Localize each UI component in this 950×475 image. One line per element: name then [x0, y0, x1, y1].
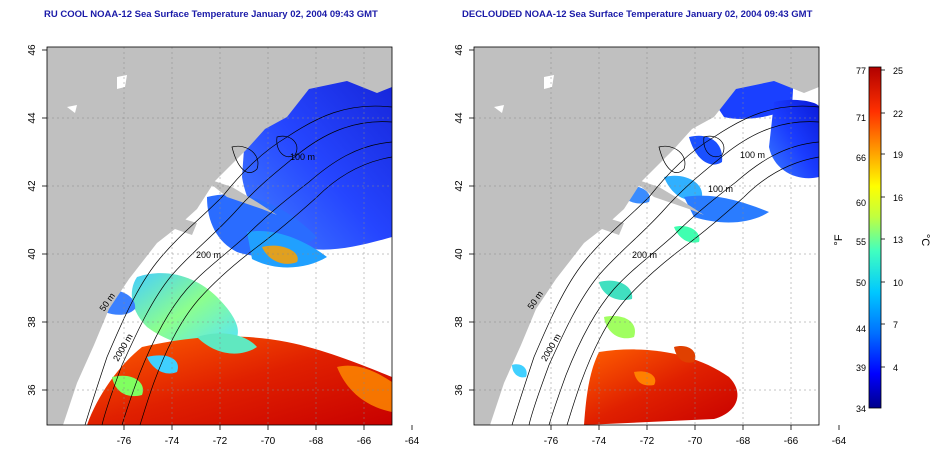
left-lon-label: -74 — [165, 436, 180, 447]
left-lon-label: -66 — [357, 436, 372, 447]
colorbar-f-label: 71 — [856, 113, 866, 123]
right-lon-label: -76 — [544, 436, 559, 447]
left-lat-label: 40 — [27, 248, 38, 260]
colorbar-c-label: 22 — [893, 109, 903, 119]
left-lat-label: 44 — [27, 112, 38, 124]
left-contour-label-200: 200 m — [196, 250, 221, 260]
colorbar-c-label: 13 — [893, 235, 903, 245]
right-map-panel: 100 m 100 m 200 m 50 m 2000 m — [473, 46, 820, 426]
right-lon-label: -70 — [688, 436, 703, 447]
right-contour-label-100-north: 100 m — [740, 150, 765, 160]
colorbar: 77 71 66 60 55 50 44 39 34 25 22 19 16 13 10 7 4 °F °C — [833, 66, 931, 414]
left-lon-label: -70 — [261, 436, 276, 447]
colorbar-f-label: 66 — [856, 153, 866, 163]
left-land — [47, 47, 392, 425]
left-lat-label: 38 — [27, 316, 38, 328]
left-contour-label-100: 100 m — [290, 152, 315, 162]
left-panel-title: RU COOL NOAA-12 Sea Surface Temperature … — [44, 9, 378, 20]
right-lat-label: 42 — [454, 180, 465, 192]
right-lon-label: -68 — [736, 436, 751, 447]
right-lon-label: -74 — [592, 436, 607, 447]
right-lon-label: -66 — [784, 436, 799, 447]
right-contour-label-100: 100 m — [708, 184, 733, 194]
colorbar-c-label: 10 — [893, 278, 903, 288]
left-lon-label: -72 — [213, 436, 228, 447]
left-lat-label: 36 — [27, 384, 38, 396]
colorbar-c-label: 16 — [893, 193, 903, 203]
colorbar-ramp — [868, 66, 882, 409]
colorbar-c-label: 19 — [893, 150, 903, 160]
colorbar-f-label: 77 — [856, 66, 866, 76]
left-lon-label: -68 — [309, 436, 324, 447]
colorbar-c-label: 4 — [893, 363, 898, 373]
colorbar-f-label: 55 — [856, 237, 866, 247]
colorbar-f-label: 44 — [856, 324, 866, 334]
right-lat-label: 36 — [454, 384, 465, 396]
left-lon-label: -64 — [405, 436, 420, 447]
right-lat-label: 40 — [454, 248, 465, 260]
left-lat-label: 42 — [27, 180, 38, 192]
left-grid — [47, 47, 392, 425]
right-sst-layer — [512, 70, 819, 425]
right-grid — [474, 47, 819, 425]
right-panel-title: DECLOUDED NOAA-12 Sea Surface Temperatur… — [462, 9, 813, 20]
colorbar-unit-c: °C — [919, 234, 931, 246]
right-land — [474, 47, 819, 425]
colorbar-unit-f: °F — [833, 234, 845, 245]
colorbar-f-label: 34 — [856, 404, 866, 414]
right-lon-label: -72 — [640, 436, 655, 447]
left-lon-label: -76 — [117, 436, 132, 447]
left-map-frame — [46, 46, 393, 426]
right-lat-label: 46 — [454, 44, 465, 56]
right-lon-label: -64 — [832, 436, 847, 447]
colorbar-f-label: 39 — [856, 363, 866, 373]
colorbar-f-label: 60 — [856, 198, 866, 208]
left-lat-label: 46 — [27, 44, 38, 56]
right-lat-label: 38 — [454, 316, 465, 328]
colorbar-c-label: 7 — [893, 320, 898, 330]
right-lat-label: 44 — [454, 112, 465, 124]
colorbar-c-label: 25 — [893, 66, 903, 76]
right-map-frame — [473, 46, 820, 426]
right-contour-label-200: 200 m — [632, 250, 657, 260]
colorbar-f-label: 50 — [856, 278, 866, 288]
colorbar-ticks: 77 71 66 60 55 50 44 39 34 25 22 19 16 13 10 7 4 — [856, 66, 903, 414]
left-map-panel: 100 m 200 m 50 m 2000 m — [46, 46, 393, 426]
axes-layer: -76 -74 -72 -70 -68 -66 -64 36 38 40 42 44 46 -76 -74 -… — [27, 44, 847, 447]
